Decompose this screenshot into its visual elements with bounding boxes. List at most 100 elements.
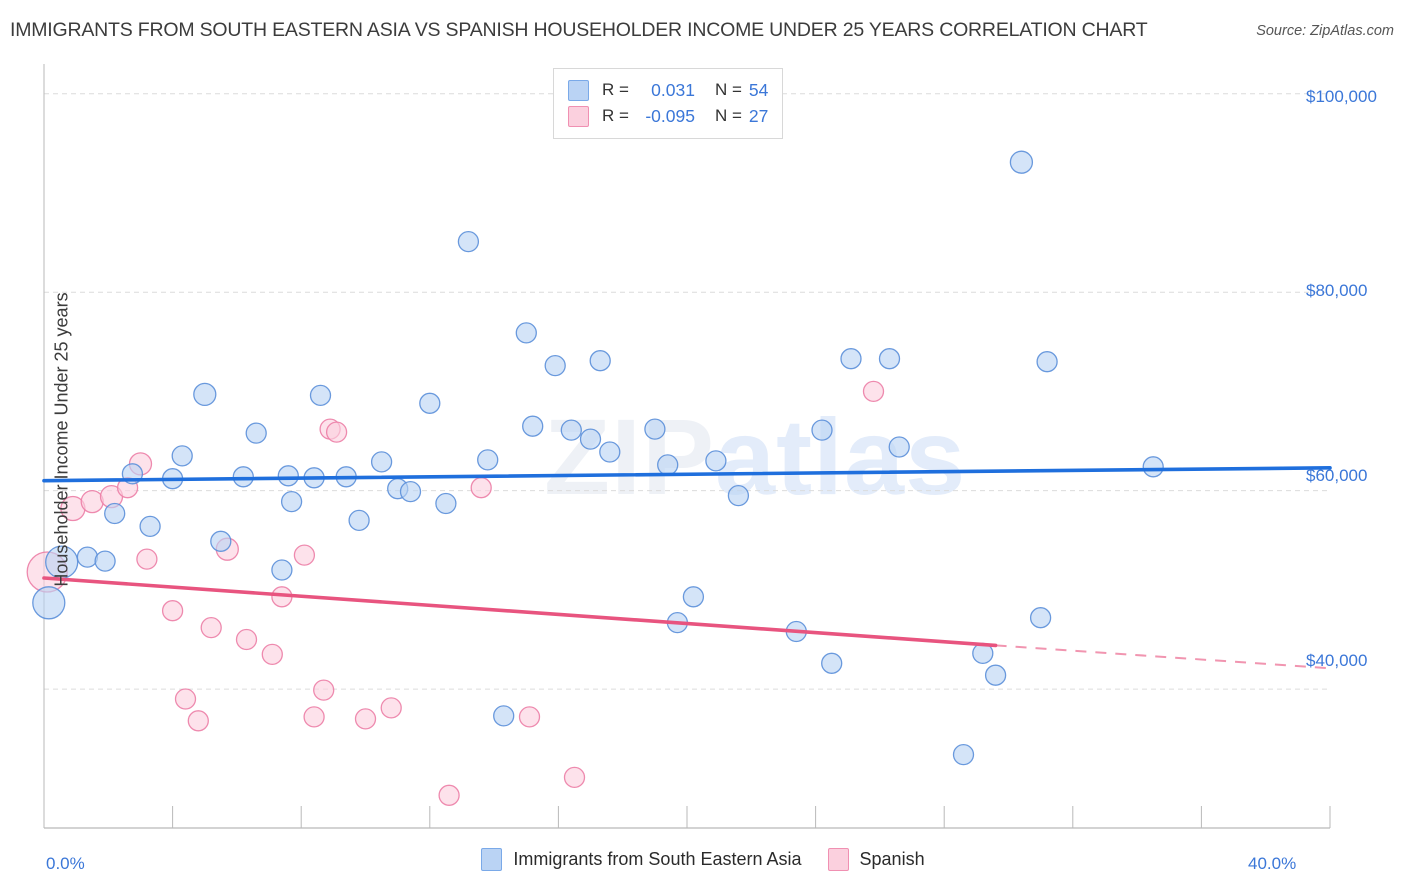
data-point — [1029, 607, 1052, 629]
legend-swatch-pink-icon — [827, 848, 849, 871]
page-title: IMMIGRANTS FROM SOUTH EASTERN ASIA VS SP… — [10, 19, 1148, 41]
stats-swatch-pink-icon — [568, 105, 589, 127]
data-point — [984, 664, 1007, 686]
data-point — [589, 350, 611, 372]
data-point — [139, 515, 161, 538]
data-point — [80, 489, 104, 514]
data-point — [313, 679, 335, 701]
data-point — [515, 322, 537, 344]
data-point — [309, 384, 332, 407]
stats-n-value-pink: 27 — [748, 105, 769, 126]
y-tick-label-60000: $60,000 — [1306, 466, 1368, 485]
legend-swatch-blue-icon — [481, 848, 503, 871]
data-point — [862, 380, 885, 403]
data-point — [1009, 150, 1034, 174]
stats-r-label-pink: R = — [602, 106, 629, 125]
stats-r-label-blue: R = — [602, 80, 629, 99]
data-point — [599, 441, 621, 463]
data-point — [518, 706, 541, 728]
data-point — [348, 509, 370, 532]
data-point — [76, 546, 99, 568]
data-point — [493, 705, 515, 727]
data-point — [94, 550, 116, 572]
stats-n-label-blue: N = — [714, 80, 742, 99]
y-tick-label-100000: $100,000 — [1306, 87, 1377, 106]
legend-label-immigrants: Immigrants from South Eastern Asia — [513, 849, 802, 869]
trendline-immigrants — [42, 465, 1332, 483]
y-axis-title: Householder Income Under 25 years — [51, 292, 72, 587]
data-point — [560, 419, 582, 441]
data-point — [544, 354, 566, 377]
data-point — [888, 436, 910, 458]
data-point — [171, 445, 193, 467]
data-point — [380, 697, 402, 719]
data-point — [457, 230, 480, 253]
legend-label-spanish: Spanish — [859, 849, 925, 869]
data-point — [325, 421, 348, 443]
data-point — [438, 784, 460, 806]
data-point — [174, 688, 197, 710]
source-note: Source: ZipAtlas.com — [1256, 23, 1394, 39]
data-point — [477, 449, 499, 471]
data-point — [293, 544, 316, 566]
data-point — [187, 710, 209, 732]
data-point — [136, 548, 158, 570]
data-point — [579, 428, 602, 450]
data-point — [232, 466, 254, 488]
stats-row-pink: R = -0.095 N = 27 — [568, 103, 768, 129]
data-point — [419, 392, 441, 414]
stats-legend: R = 0.031 N = 54 R = -0.095 N = 27 — [553, 68, 784, 139]
data-point — [210, 530, 232, 552]
stats-row-blue: R = 0.031 N = 54 — [568, 77, 768, 103]
data-point — [1142, 456, 1164, 478]
data-point — [303, 706, 325, 728]
data-point — [727, 484, 750, 507]
stats-r-value-blue: 0.031 — [651, 79, 695, 100]
y-tick-label-40000: $40,000 — [1306, 651, 1368, 670]
data-point — [522, 415, 544, 437]
data-point — [200, 616, 222, 639]
data-point — [245, 422, 267, 444]
data-point — [644, 418, 666, 440]
data-point — [32, 586, 66, 620]
series-legend: Immigrants from South Eastern Asia Spani… — [0, 848, 1406, 871]
data-point — [280, 490, 303, 513]
data-point — [161, 600, 184, 622]
data-point — [470, 477, 492, 499]
data-point — [277, 465, 299, 487]
plot-area: ZIPatlas Householder Income Under 25 yea… — [26, 64, 1377, 873]
data-point — [811, 419, 833, 441]
stats-r-value-pink: -0.095 — [645, 105, 695, 126]
data-point — [399, 480, 422, 503]
x-tick-label-min: 0.0% — [46, 854, 85, 873]
stats-n-label-pink: N = — [714, 106, 742, 125]
data-point — [104, 502, 126, 525]
data-point — [682, 586, 705, 608]
data-point — [705, 450, 727, 472]
data-point — [563, 766, 586, 789]
data-point — [878, 348, 901, 370]
data-point — [952, 743, 975, 766]
data-point — [370, 451, 393, 473]
data-point — [821, 652, 843, 674]
scatter-svg — [26, 64, 1332, 829]
stats-swatch-blue-icon — [568, 79, 589, 101]
data-point — [271, 559, 293, 581]
data-point — [235, 628, 258, 651]
data-point — [435, 492, 457, 515]
series-points-spanish — [26, 380, 885, 806]
data-point — [657, 454, 679, 476]
data-point — [354, 708, 377, 730]
series-points-immigrants — [32, 150, 1164, 766]
y-tick-label-80000: $80,000 — [1306, 281, 1368, 300]
stats-n-value-blue: 54 — [748, 79, 769, 100]
trendline-spanish — [42, 576, 998, 648]
data-point — [193, 382, 217, 407]
data-point — [840, 348, 862, 370]
data-point — [261, 643, 283, 666]
legend-item-immigrants[interactable]: Immigrants from South Eastern Asia — [481, 848, 802, 871]
trendline-spanish-extrapolated — [995, 644, 1331, 670]
x-tick-label-max: 40.0% — [1248, 854, 1297, 873]
legend-item-spanish[interactable]: Spanish — [827, 848, 925, 871]
